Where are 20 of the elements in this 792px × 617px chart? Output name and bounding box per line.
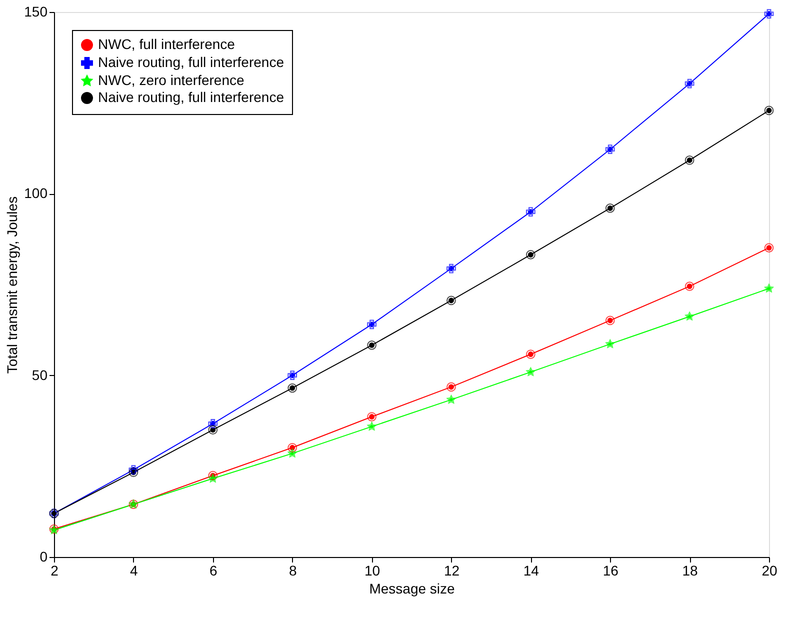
legend-label: NWC, full interference [98,36,236,52]
x-tick-label: 4 [130,562,138,578]
legend-label: Naive routing, full interference [98,89,284,105]
y-tick-label: 50 [32,366,48,383]
x-tick-label: 14 [523,562,540,578]
x-tick-label: 8 [288,562,297,578]
x-axis-title: Message size [369,580,456,596]
legend-label: NWC, zero interference [98,72,244,88]
legend-label: Naive routing, full interference [98,54,284,70]
x-tick-label: 6 [209,562,218,578]
x-tick-label: 12 [444,562,460,578]
y-axis-title: Total transmit energy, Joules [4,196,20,374]
x-tick-label: 20 [762,562,778,578]
x-tick-label: 18 [682,562,698,578]
y-tick-label: 100 [24,185,48,202]
x-tick-label: 16 [602,562,619,578]
x-tick-label: 10 [364,562,380,578]
y-tick-label: 0 [40,548,48,564]
y-tick-label: 150 [24,4,48,20]
x-tick-label: 2 [50,562,59,578]
